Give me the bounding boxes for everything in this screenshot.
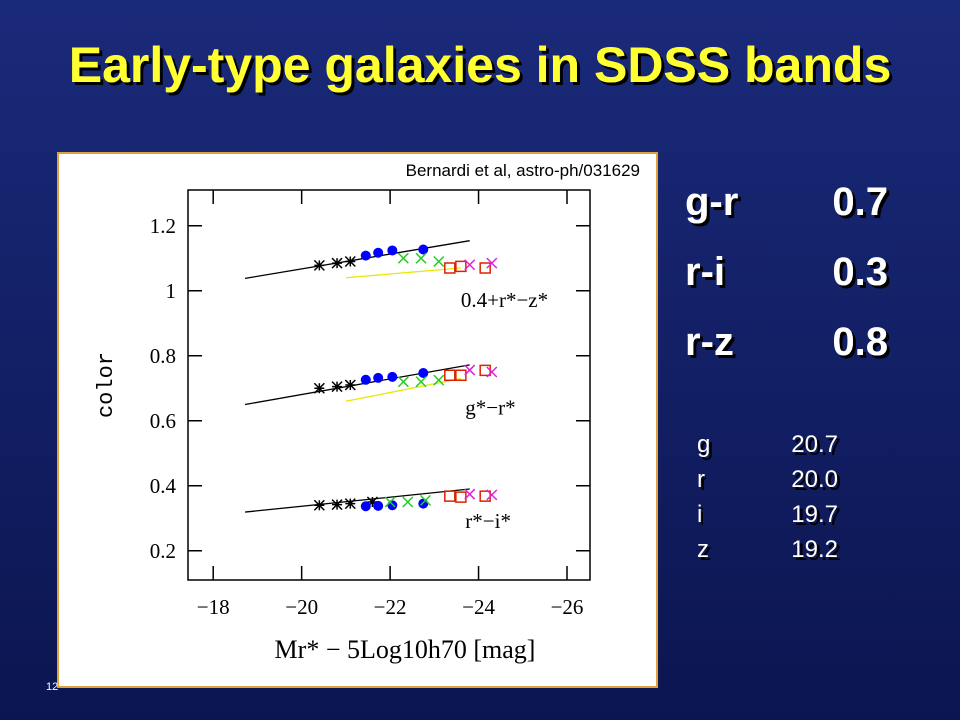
y-tick-label: 0.8 (150, 344, 176, 368)
band-mag: 19.2 (791, 536, 838, 563)
point (360, 374, 371, 385)
point (419, 494, 432, 506)
x-tick-label: −18 (197, 595, 230, 619)
annotation: 0.4+r*−z* (461, 288, 548, 312)
band-name: r (697, 466, 705, 493)
point (486, 257, 498, 269)
band-mag: 20.7 (791, 431, 838, 458)
color-value: 0.7 (832, 180, 888, 224)
point (455, 260, 467, 273)
annotation: g*−r* (465, 395, 515, 419)
point (344, 498, 356, 510)
x-tick-label: −20 (285, 595, 318, 619)
point (397, 376, 409, 388)
point (433, 374, 445, 386)
plot-frame (187, 189, 591, 581)
point (444, 369, 456, 381)
point (331, 499, 343, 511)
point (360, 501, 371, 512)
annotation: r*−i* (465, 509, 511, 533)
point (464, 488, 476, 500)
plot: −18 −20 −22 −24 −26 0.2 0.4 0.6 0.8 1 1.2 0.4+r*−z*… (150, 189, 591, 619)
point (415, 252, 427, 264)
band-name: i (697, 501, 702, 528)
point (313, 259, 325, 271)
point (444, 490, 456, 502)
point (486, 366, 498, 378)
point (464, 364, 476, 376)
y-tick-label: 1 (166, 279, 177, 303)
point (486, 489, 498, 501)
band-mag: 19.7 (791, 501, 838, 528)
fit-line (244, 240, 470, 280)
x-tick-label: −26 (551, 595, 584, 619)
fit-line (345, 267, 461, 279)
band-name: g (697, 431, 710, 458)
chart-source: Bernardi et al, astro-ph/031629 (406, 161, 640, 180)
point (360, 250, 371, 261)
y-tick-label: 0.6 (150, 409, 176, 433)
y-tick-label: 0.4 (150, 474, 177, 498)
point (387, 371, 398, 382)
point (464, 259, 476, 271)
point (418, 244, 429, 255)
point (313, 499, 325, 511)
point (444, 262, 456, 274)
point (415, 376, 427, 388)
slide-number: 12 (46, 681, 58, 693)
point (373, 247, 384, 258)
fit-line (244, 488, 470, 513)
color-value: 0.8 (832, 320, 888, 364)
point (366, 496, 378, 508)
point (479, 262, 491, 274)
band-name: z (697, 536, 709, 563)
color-name: r-z (685, 320, 734, 364)
point (397, 252, 409, 264)
point (344, 379, 356, 391)
fit-line (244, 364, 470, 406)
color-value: 0.3 (832, 250, 888, 294)
point (418, 367, 429, 378)
point (455, 369, 467, 381)
point (373, 500, 384, 511)
y-axis-label: color (94, 352, 119, 418)
y-tick-label: 1.2 (150, 214, 176, 238)
point (313, 382, 325, 394)
side-text: g-r 0.7 r-i 0.3 r-z 0.8 g 20.7 r 20.0 i 19.7 z 19.2 (685, 180, 888, 563)
point (344, 255, 356, 268)
y-tick-label: 0.2 (150, 539, 176, 563)
point (373, 372, 384, 383)
point (387, 245, 398, 256)
color-name: g-r (685, 180, 738, 224)
x-tick-label: −22 (374, 595, 407, 619)
point (384, 496, 396, 508)
x-axis-label: Mr* − 5Log10h70 [mag] (275, 635, 536, 664)
point (402, 496, 414, 508)
point (433, 255, 445, 268)
band-mag: 20.0 (791, 466, 838, 493)
chart-panel (57, 152, 658, 688)
x-tick-label: −24 (462, 595, 495, 619)
point (331, 257, 343, 269)
point (331, 381, 343, 393)
color-name: r-i (685, 250, 725, 294)
slide-title: Early-type galaxies in SDSS bands (69, 37, 892, 93)
